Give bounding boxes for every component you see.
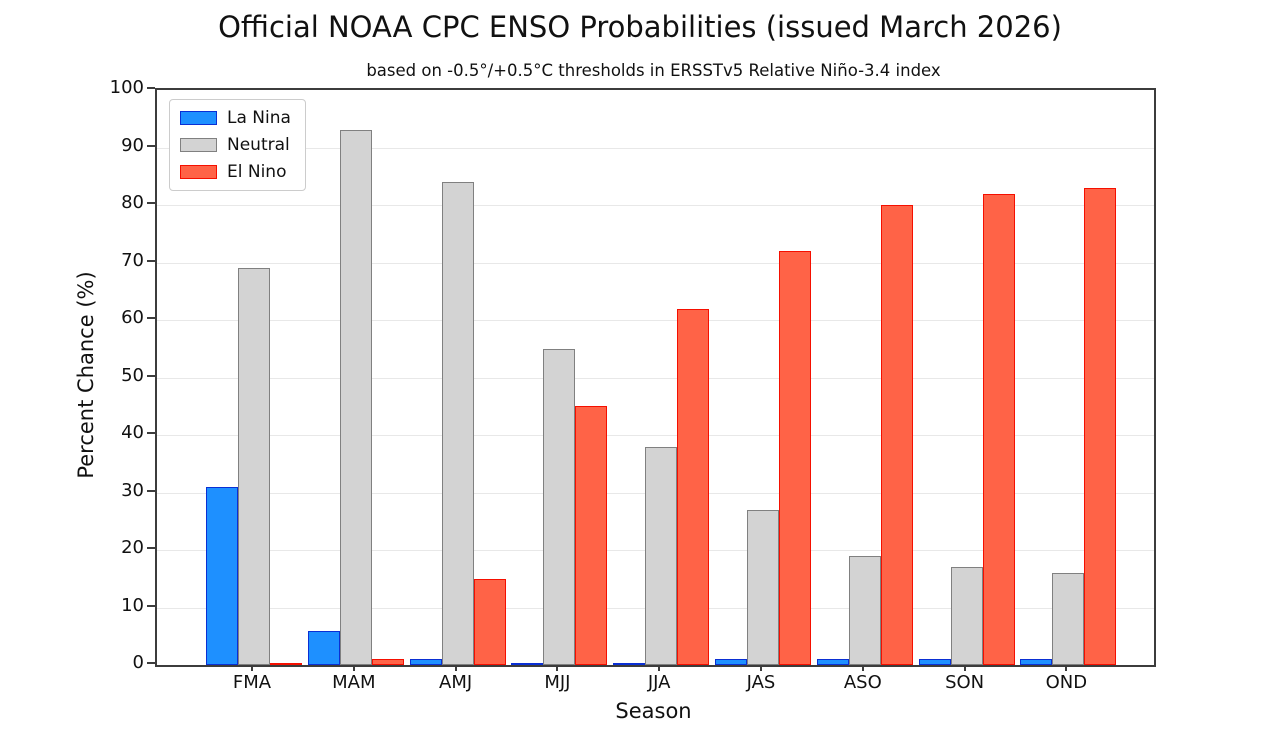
x-tick-label-mjj: MJJ <box>544 672 571 693</box>
gridline-50 <box>157 377 1154 379</box>
y-tick-label-80: 80 <box>121 192 144 213</box>
x-tick-label-mam: MAM <box>332 672 376 693</box>
bar-jja-el-nino <box>677 308 710 665</box>
y-tick-mark-80 <box>147 202 155 204</box>
bar-son-el-nino <box>982 193 1015 665</box>
y-tick-label-50: 50 <box>121 364 144 386</box>
x-tick-mark-jja <box>658 665 661 671</box>
bar-amj-neutral <box>441 182 474 665</box>
bar-jas-neutral <box>747 509 779 665</box>
y-tick-label-100: 100 <box>109 77 144 98</box>
bar-fma-el-nino <box>270 663 302 665</box>
bar-mam-la-nina <box>307 630 340 665</box>
legend-label: La Nina <box>227 108 291 128</box>
x-tick-mark-aso <box>861 665 864 671</box>
bar-fma-neutral <box>238 268 270 665</box>
x-tick-label-aso: ASO <box>843 672 882 693</box>
x-axis-label: Season <box>615 699 692 723</box>
gridline-90 <box>157 147 1154 149</box>
bar-aso-neutral <box>848 555 881 665</box>
legend-swatch-icon <box>180 111 217 125</box>
legend: La Nina Neutral El Nino <box>169 99 306 191</box>
legend-item-la-nina: La Nina <box>180 108 291 128</box>
x-tick-label-jas: JAS <box>746 672 776 693</box>
bar-aso-la-nina <box>816 659 849 665</box>
bar-ond-la-nina <box>1020 659 1053 665</box>
legend-swatch-icon <box>180 165 217 179</box>
x-tick-mark-fma <box>251 665 253 671</box>
y-tick-label-40: 40 <box>121 422 144 443</box>
bar-mam-el-nino <box>371 659 404 665</box>
x-tick-mark-mjj <box>556 665 559 671</box>
bar-ond-el-nino <box>1084 187 1117 665</box>
bar-fma-la-nina <box>206 486 238 665</box>
x-tick-label-amj: AMJ <box>439 672 473 693</box>
gridline-70 <box>157 262 1154 264</box>
y-tick-mark-50 <box>147 374 155 377</box>
y-tick-mark-40 <box>147 432 155 434</box>
gridline-60 <box>157 320 1154 321</box>
x-tick-label-fma: FMA <box>232 672 272 693</box>
y-tick-label-70: 70 <box>121 249 144 271</box>
chart-subtitle: based on -0.5°/+0.5°C thresholds in ERSS… <box>366 61 941 80</box>
y-tick-mark-30 <box>147 489 155 492</box>
bar-aso-el-nino <box>880 205 913 665</box>
legend-label: El Nino <box>227 162 287 182</box>
plot-area: La Nina Neutral El Nino <box>155 88 1156 667</box>
bar-ond-neutral <box>1052 573 1085 665</box>
y-tick-label-90: 90 <box>121 134 144 156</box>
bar-jja-la-nina <box>613 663 646 665</box>
x-tick-label-ond: OND <box>1045 672 1088 693</box>
legend-label: Neutral <box>227 135 290 155</box>
y-tick-mark-90 <box>147 144 155 147</box>
y-tick-mark-100 <box>147 87 155 89</box>
legend-swatch-icon <box>180 138 217 152</box>
y-tick-label-20: 20 <box>121 537 144 558</box>
x-tick-mark-jas <box>760 665 762 671</box>
legend-item-neutral: Neutral <box>180 135 291 155</box>
bar-mjj-neutral <box>543 348 576 665</box>
y-tick-mark-60 <box>147 317 155 319</box>
x-tick-mark-son <box>963 665 966 671</box>
y-tick-mark-20 <box>147 547 155 549</box>
legend-item-el-nino: El Nino <box>180 162 291 182</box>
gridline-80 <box>157 205 1154 206</box>
y-tick-label-10: 10 <box>121 594 144 616</box>
y-tick-label-0: 0 <box>132 652 144 673</box>
bar-jas-el-nino <box>779 251 811 665</box>
bar-son-neutral <box>950 567 983 665</box>
y-tick-mark-0 <box>147 662 155 664</box>
bar-mam-neutral <box>339 130 372 665</box>
y-tick-mark-10 <box>147 604 155 607</box>
bar-jja-neutral <box>645 446 678 665</box>
bar-son-la-nina <box>918 659 951 665</box>
y-tick-label-60: 60 <box>121 307 144 328</box>
chart-title: Official NOAA CPC ENSO Probabilities (is… <box>218 10 1062 44</box>
bar-amj-la-nina <box>409 659 442 665</box>
x-tick-label-jja: JJA <box>647 672 671 693</box>
bar-mjj-el-nino <box>575 406 608 665</box>
x-tick-mark-mam <box>352 665 355 671</box>
bar-amj-el-nino <box>473 578 506 665</box>
x-tick-mark-ond <box>1065 665 1068 671</box>
x-tick-label-son: SON <box>945 672 985 693</box>
gridline-40 <box>157 435 1154 436</box>
y-tick-mark-70 <box>147 259 155 262</box>
y-tick-label-30: 30 <box>121 479 144 501</box>
bar-mjj-la-nina <box>511 663 544 665</box>
x-tick-mark-amj <box>454 665 457 671</box>
bar-jas-la-nina <box>715 659 747 665</box>
